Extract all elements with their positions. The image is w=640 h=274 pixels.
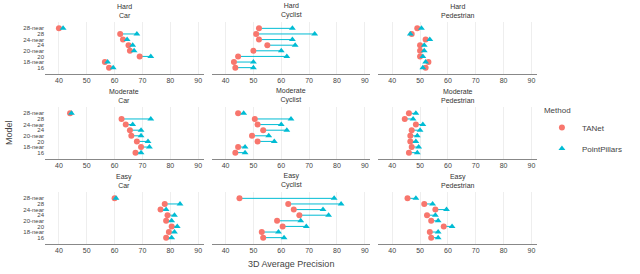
svg-text:28-near: 28-near <box>23 195 44 201</box>
svg-text:ModeratePedestrian: ModeratePedestrian <box>441 88 475 104</box>
svg-text:50: 50 <box>83 247 91 254</box>
svg-text:EasyCyclist: EasyCyclist <box>281 172 302 189</box>
svg-text:HardCar: HardCar <box>117 3 132 19</box>
svg-text:70: 70 <box>472 77 480 84</box>
svg-text:50: 50 <box>250 77 258 84</box>
svg-text:HardCyclist: HardCyclist <box>281 2 302 19</box>
svg-text:40: 40 <box>222 247 230 254</box>
svg-text:28-near: 28-near <box>23 25 44 31</box>
svg-text:24: 24 <box>37 212 44 218</box>
svg-text:70: 70 <box>472 247 480 254</box>
svg-text:60: 60 <box>277 247 285 254</box>
svg-text:50: 50 <box>83 77 91 84</box>
svg-text:28: 28 <box>37 201 44 207</box>
svg-text:80: 80 <box>333 247 341 254</box>
svg-text:50: 50 <box>250 247 258 254</box>
svg-text:70: 70 <box>305 77 313 84</box>
svg-text:28: 28 <box>37 116 44 122</box>
svg-text:60: 60 <box>111 77 119 84</box>
svg-text:50: 50 <box>416 247 424 254</box>
svg-text:24: 24 <box>37 127 44 133</box>
svg-text:50: 50 <box>83 162 91 169</box>
svg-text:80: 80 <box>500 162 508 169</box>
svg-text:90: 90 <box>361 162 369 169</box>
svg-text:90: 90 <box>194 77 202 84</box>
svg-text:70: 70 <box>139 247 147 254</box>
svg-text:EasyPedestrian: EasyPedestrian <box>441 173 475 189</box>
svg-text:80: 80 <box>166 247 174 254</box>
svg-text:40: 40 <box>55 77 63 84</box>
svg-text:60: 60 <box>444 77 452 84</box>
svg-text:40: 40 <box>55 162 63 169</box>
svg-text:20: 20 <box>37 139 44 145</box>
svg-text:90: 90 <box>361 77 369 84</box>
svg-text:EasyCar: EasyCar <box>116 173 132 189</box>
svg-text:80: 80 <box>500 247 508 254</box>
svg-text:60: 60 <box>277 162 285 169</box>
svg-text:80: 80 <box>333 162 341 169</box>
svg-text:50: 50 <box>250 162 258 169</box>
svg-text:40: 40 <box>55 247 63 254</box>
svg-text:Method: Method <box>544 106 571 115</box>
svg-text:PointPillars: PointPillars <box>582 145 622 154</box>
svg-text:60: 60 <box>444 247 452 254</box>
svg-text:40: 40 <box>222 162 230 169</box>
svg-text:ModerateCyclist: ModerateCyclist <box>276 87 306 104</box>
svg-text:40: 40 <box>388 247 396 254</box>
svg-text:ModerateCar: ModerateCar <box>109 88 139 104</box>
svg-text:Model: Model <box>4 120 14 145</box>
svg-text:24-near: 24-near <box>23 122 44 128</box>
svg-text:80: 80 <box>500 77 508 84</box>
svg-text:60: 60 <box>444 162 452 169</box>
svg-text:18-near: 18-near <box>23 59 44 65</box>
svg-text:20: 20 <box>37 224 44 230</box>
svg-text:40: 40 <box>388 162 396 169</box>
svg-text:24: 24 <box>37 42 44 48</box>
svg-text:80: 80 <box>333 77 341 84</box>
svg-text:28-near: 28-near <box>23 110 44 116</box>
svg-text:90: 90 <box>194 247 202 254</box>
svg-text:16: 16 <box>37 150 44 156</box>
svg-text:24-near: 24-near <box>23 207 44 213</box>
svg-text:20: 20 <box>37 54 44 60</box>
svg-text:HardPedestrian: HardPedestrian <box>441 3 475 19</box>
svg-text:50: 50 <box>416 162 424 169</box>
svg-text:90: 90 <box>194 162 202 169</box>
svg-text:60: 60 <box>277 77 285 84</box>
svg-text:50: 50 <box>416 77 424 84</box>
svg-text:70: 70 <box>305 247 313 254</box>
svg-text:90: 90 <box>528 162 536 169</box>
svg-text:80: 80 <box>166 162 174 169</box>
svg-text:70: 70 <box>472 162 480 169</box>
svg-text:70: 70 <box>305 162 313 169</box>
svg-text:60: 60 <box>111 162 119 169</box>
svg-text:20-near: 20-near <box>23 48 44 54</box>
svg-text:24-near: 24-near <box>23 37 44 43</box>
svg-text:18-near: 18-near <box>23 229 44 235</box>
svg-text:80: 80 <box>166 77 174 84</box>
svg-text:70: 70 <box>139 77 147 84</box>
svg-text:16: 16 <box>37 65 44 71</box>
svg-text:20-near: 20-near <box>23 133 44 139</box>
svg-text:90: 90 <box>528 77 536 84</box>
svg-text:40: 40 <box>388 77 396 84</box>
svg-text:90: 90 <box>361 247 369 254</box>
svg-text:40: 40 <box>222 77 230 84</box>
svg-text:90: 90 <box>528 247 536 254</box>
svg-text:18-near: 18-near <box>23 144 44 150</box>
svg-text:3D Average Precision: 3D Average Precision <box>248 259 334 269</box>
svg-text:20-near: 20-near <box>23 218 44 224</box>
svg-text:70: 70 <box>139 162 147 169</box>
svg-text:28: 28 <box>37 31 44 37</box>
svg-text:60: 60 <box>111 247 119 254</box>
svg-text:16: 16 <box>37 235 44 241</box>
svg-text:TANet: TANet <box>582 124 605 133</box>
